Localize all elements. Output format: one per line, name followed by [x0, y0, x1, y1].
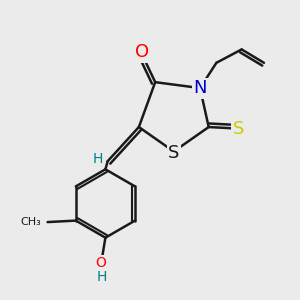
Text: S: S: [168, 144, 179, 162]
Text: H: H: [93, 152, 103, 166]
Text: CH₃: CH₃: [20, 217, 41, 227]
Text: S: S: [233, 119, 244, 137]
Text: N: N: [193, 79, 207, 97]
Text: O: O: [26, 215, 37, 229]
Text: O: O: [135, 44, 149, 62]
Text: H: H: [96, 270, 107, 284]
Text: O: O: [95, 256, 106, 270]
